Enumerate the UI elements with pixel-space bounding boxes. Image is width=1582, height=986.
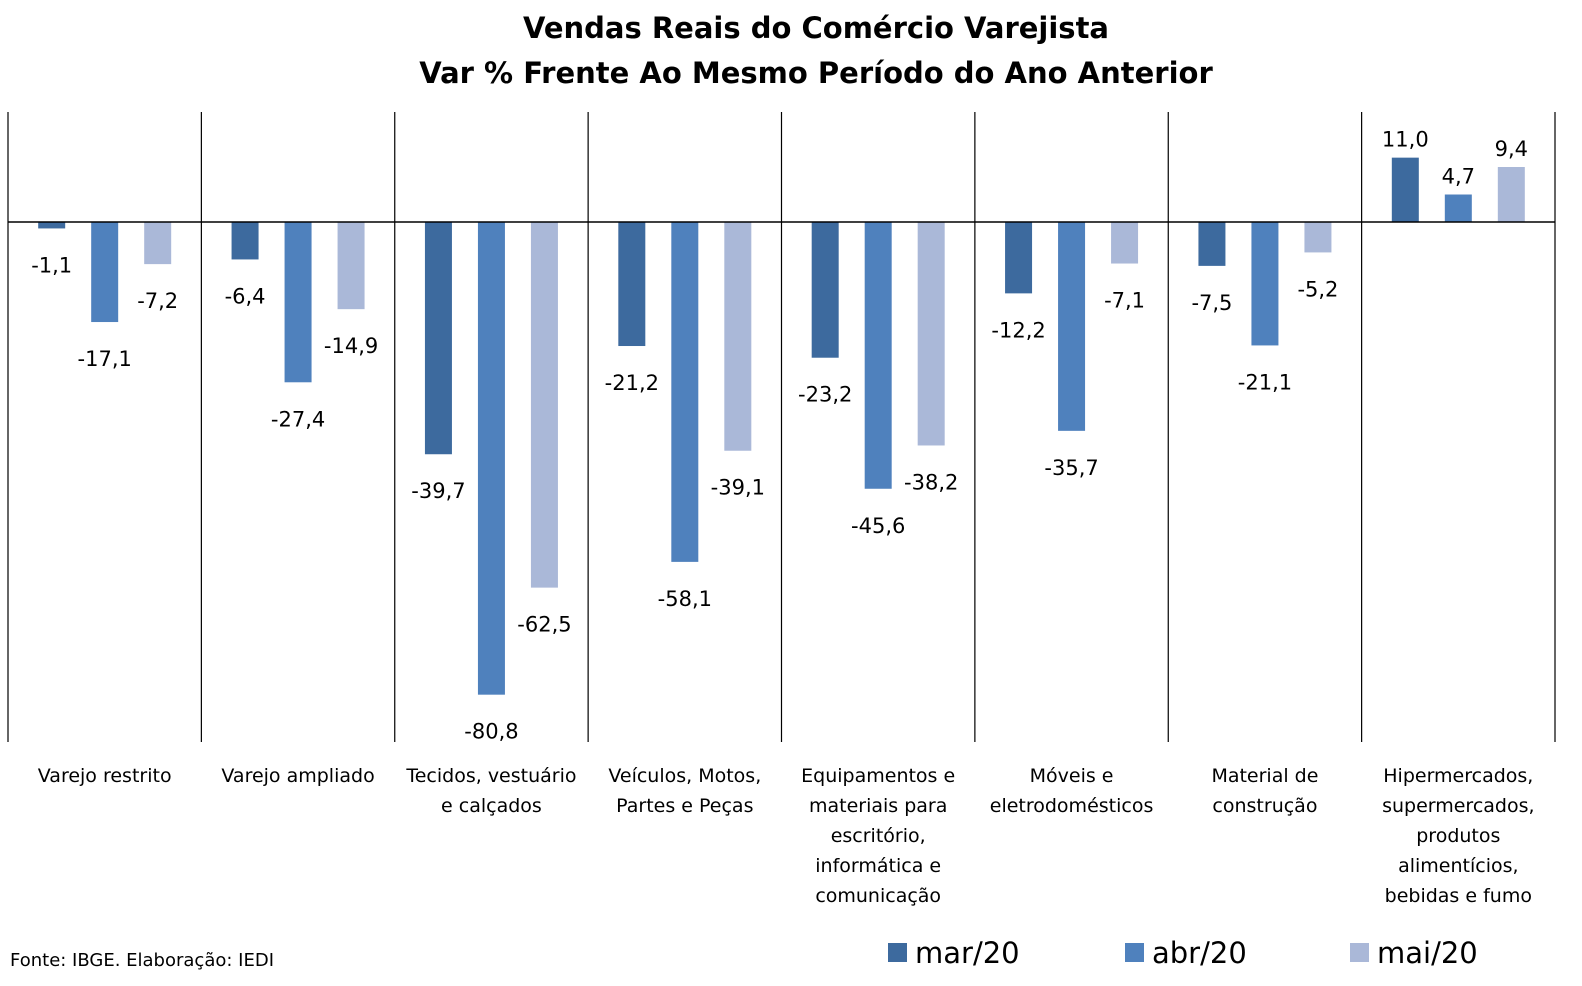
chart-subtitle: Var % Frente Ao Mesmo Período do Ano Ant… — [419, 56, 1213, 90]
data-label: -17,1 — [78, 347, 132, 371]
bar — [284, 222, 312, 383]
data-label: -39,1 — [711, 476, 765, 500]
category-label: supermercados, — [1382, 795, 1534, 817]
category-label: Varejo ampliado — [221, 765, 374, 787]
bar — [1304, 222, 1332, 253]
bar — [477, 222, 505, 695]
category-label: Tecidos, vestuário — [405, 765, 576, 787]
bars-group — [38, 157, 1525, 695]
data-label: 9,4 — [1495, 137, 1528, 161]
data-label: -35,7 — [1044, 456, 1098, 480]
bar — [618, 222, 646, 347]
data-label: -58,1 — [658, 587, 712, 611]
data-label: -39,7 — [411, 479, 465, 503]
bar — [337, 222, 365, 310]
data-label: 11,0 — [1382, 128, 1429, 152]
bar — [1058, 222, 1086, 431]
data-label: -21,2 — [605, 371, 659, 395]
data-label: -7,1 — [1104, 289, 1145, 313]
data-label: -6,4 — [225, 284, 266, 308]
data-label: -62,5 — [517, 613, 571, 637]
category-label: eletrodomésticos — [990, 795, 1154, 817]
bar — [530, 222, 558, 588]
bar — [1251, 222, 1279, 346]
data-label: -27,4 — [271, 407, 325, 431]
bar — [1444, 194, 1472, 222]
bar — [864, 222, 892, 489]
category-label: escritório, — [831, 825, 926, 847]
bar — [917, 222, 945, 446]
legend-label: mai/20 — [1377, 936, 1478, 970]
data-label: -38,2 — [904, 470, 958, 494]
category-label: produtos — [1416, 825, 1500, 847]
bar — [1497, 167, 1525, 222]
category-label: materiais para — [809, 795, 947, 817]
bar — [144, 222, 172, 265]
data-label: -23,2 — [798, 383, 852, 407]
bar — [424, 222, 452, 455]
category-label: Equipamentos e — [801, 765, 955, 787]
category-label: bebidas e fumo — [1385, 885, 1532, 907]
legend-label: abr/20 — [1152, 936, 1247, 970]
bar — [671, 222, 699, 562]
legend-swatch — [1350, 943, 1369, 962]
data-label: -21,1 — [1238, 370, 1292, 394]
data-label: -7,2 — [137, 289, 178, 313]
legend: mar/20 abr/20 mai/20 — [888, 936, 1478, 970]
category-label: alimentícios, — [1398, 855, 1518, 877]
bar — [1111, 222, 1139, 264]
chart-title: Vendas Reais do Comércio Varejista — [523, 11, 1109, 45]
data-label: -5,2 — [1297, 277, 1338, 301]
data-label: -1,1 — [31, 253, 72, 277]
category-label: Material de — [1211, 765, 1318, 787]
bar — [1198, 222, 1226, 266]
category-label: Varejo restrito — [38, 765, 172, 787]
data-label: 4,7 — [1442, 165, 1475, 189]
category-dividers — [7, 112, 1556, 742]
source-note: Fonte: IBGE. Elaboração: IEDI — [10, 950, 274, 971]
legend-swatch — [1125, 943, 1144, 962]
category-label: comunicação — [815, 885, 941, 907]
data-label: -12,2 — [991, 318, 1045, 342]
data-label: -45,6 — [851, 514, 905, 538]
category-label: e calçados — [441, 795, 542, 817]
data-labels-group: -1,1 -6,4 -39,7 -21,2 -23,2 -12,2 -7,5 11,0 -17,… — [31, 128, 1528, 744]
category-label: Partes e Peças — [616, 795, 753, 817]
data-label: -7,5 — [1191, 291, 1232, 315]
category-label: construção — [1212, 795, 1317, 817]
category-label: Móveis e — [1030, 765, 1114, 787]
bar — [231, 222, 259, 260]
bar — [1005, 222, 1033, 294]
bar — [724, 222, 752, 451]
category-label: informática e — [815, 855, 941, 877]
category-label: Veículos, Motos, — [608, 765, 761, 787]
legend-swatch — [888, 943, 907, 962]
data-label: -14,9 — [324, 334, 378, 358]
bar — [38, 222, 66, 229]
data-label: -80,8 — [464, 720, 518, 744]
bar — [1391, 157, 1419, 222]
bar — [91, 222, 119, 323]
category-labels-group: Varejo restrito Varejo ampliado Tecidos, v… — [38, 765, 1535, 907]
legend-label: mar/20 — [915, 936, 1020, 970]
category-label: Hipermercados, — [1383, 765, 1533, 787]
bar — [811, 222, 839, 358]
